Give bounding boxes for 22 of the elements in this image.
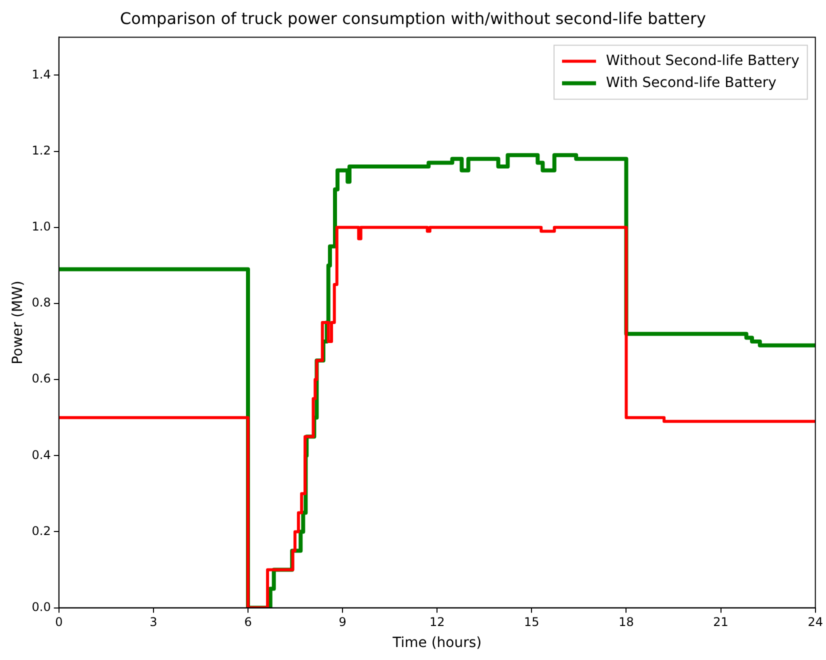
chart-title: Comparison of truck power consumption with/without second-life battery xyxy=(120,8,706,28)
x-tick-label: 24 xyxy=(808,615,824,630)
y-tick-label: 1.0 xyxy=(32,220,51,234)
y-tick-label: 0.6 xyxy=(32,372,51,386)
x-tick-label: 9 xyxy=(338,615,346,630)
y-tick-label: 0.4 xyxy=(32,448,51,462)
x-axis-title: Time (hours) xyxy=(392,635,482,652)
y-axis-title: Power (MW) xyxy=(10,280,26,364)
y-tick-label: 0.2 xyxy=(32,524,51,538)
x-tick-label: 21 xyxy=(713,615,728,630)
y-tick-label: 0.8 xyxy=(32,296,51,310)
x-tick-label: 3 xyxy=(150,615,158,630)
y-tick-label: 1.4 xyxy=(32,67,51,82)
x-tick-label: 18 xyxy=(618,615,634,630)
legend-label: With Second-life Battery xyxy=(606,74,776,91)
x-tick-label: 0 xyxy=(55,615,63,630)
y-tick-label: 1.2 xyxy=(32,143,51,158)
x-tick-label: 6 xyxy=(244,615,252,630)
legend-label: Without Second-life Battery xyxy=(606,52,800,69)
y-tick-label: 0.0 xyxy=(32,600,51,614)
x-tick-label: 12 xyxy=(429,615,445,630)
x-tick-label: 15 xyxy=(524,615,540,630)
